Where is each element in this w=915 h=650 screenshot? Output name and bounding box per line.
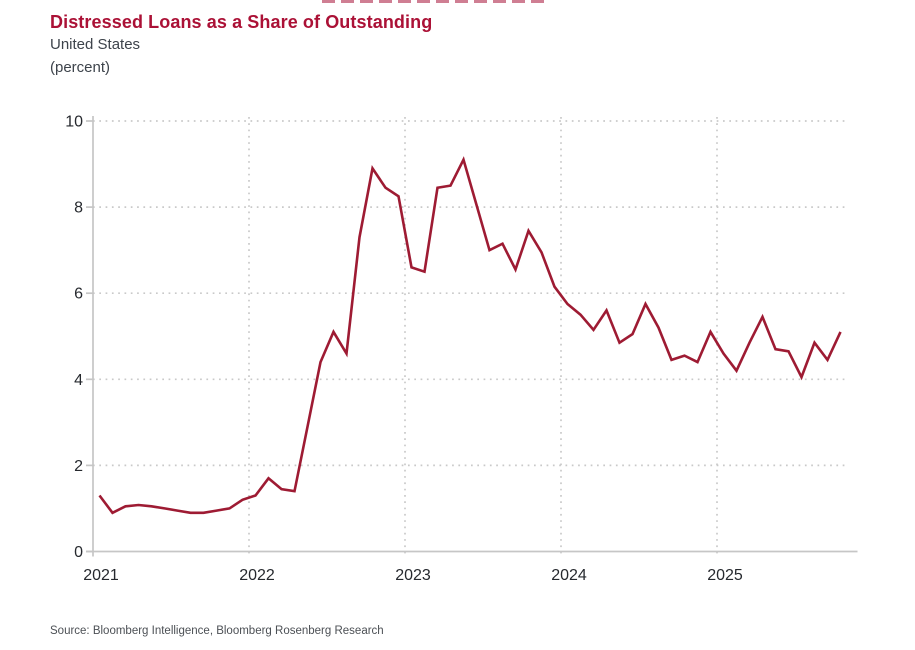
x-tick-labels: 2021 2022 2023 2024 2025 (83, 567, 743, 584)
svg-text:8: 8 (74, 200, 83, 217)
svg-text:2024: 2024 (551, 567, 587, 584)
svg-text:4: 4 (74, 372, 83, 389)
chart-subtitle: United States (50, 36, 141, 53)
svg-text:0: 0 (74, 544, 83, 561)
svg-text:10: 10 (65, 114, 83, 131)
svg-text:2025: 2025 (707, 567, 743, 584)
chart-unit-label: (percent) (50, 59, 111, 76)
chart-title: Distressed Loans as a Share of Outstandi… (50, 12, 433, 32)
source-text: Source: Bloomberg Intelligence, Bloomber… (50, 625, 384, 637)
y-gridlines (93, 120, 846, 467)
y-tick-marks (86, 120, 93, 553)
data-line (98, 156, 842, 515)
x-gridlines (248, 117, 718, 556)
svg-text:6: 6 (74, 286, 83, 303)
y-tick-labels: 0 2 4 6 8 10 (65, 114, 83, 562)
svg-text:2: 2 (74, 458, 83, 475)
svg-text:2023: 2023 (395, 567, 431, 584)
cropped-text-sliver (322, 0, 546, 3)
svg-text:2021: 2021 (83, 567, 119, 584)
svg-text:2022: 2022 (239, 567, 275, 584)
